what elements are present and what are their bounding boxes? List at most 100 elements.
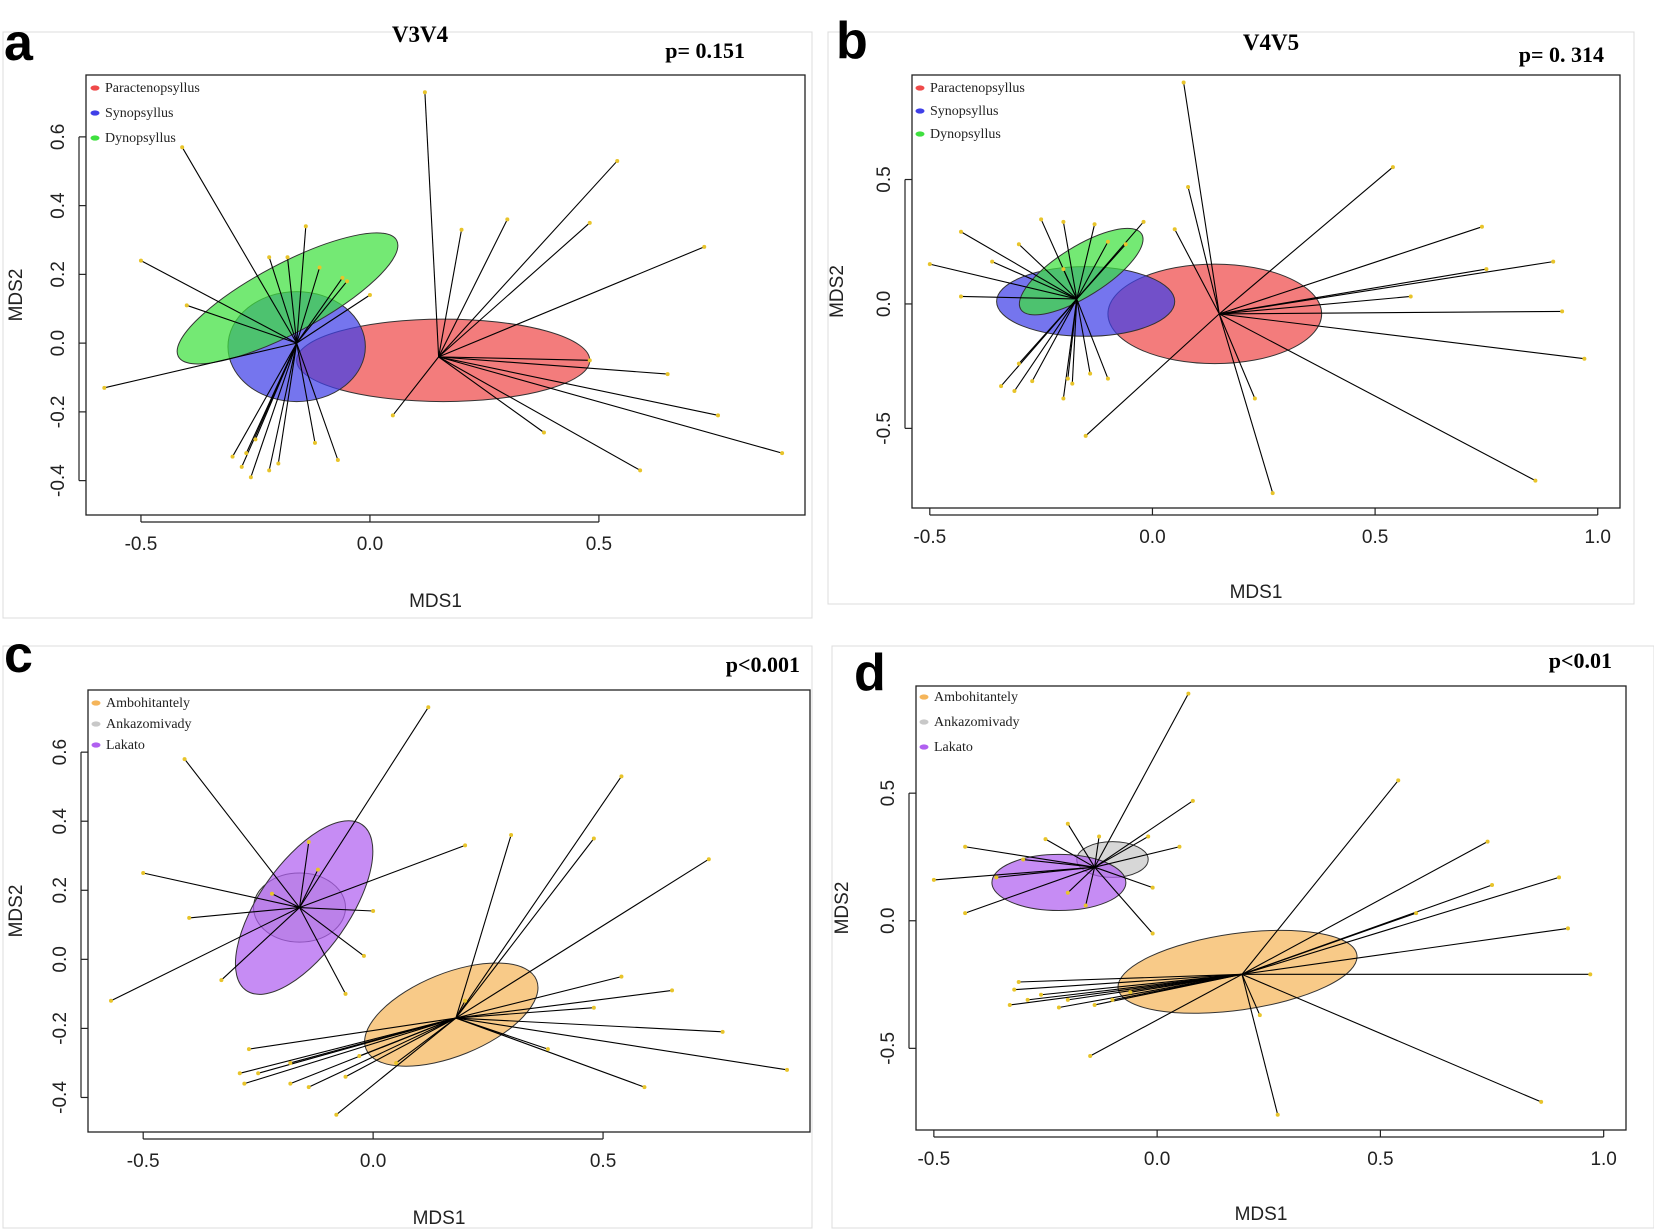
data-point [706, 857, 711, 862]
data-point [1061, 267, 1066, 272]
data-point [1065, 890, 1070, 895]
data-point [426, 705, 431, 710]
x-axis-label: MDS1 [1235, 1204, 1288, 1225]
spoke-line [296, 343, 316, 443]
data-point [1484, 267, 1489, 272]
data-point [463, 998, 468, 1003]
legend: Ambohitantely Ankazomivady Lakato [919, 690, 1020, 755]
spoke-line [1076, 224, 1096, 300]
spoke-line [455, 1017, 549, 1050]
panel-letter: b [836, 12, 868, 70]
spoke-line [268, 257, 298, 344]
p-value: p= 0. 314 [1519, 42, 1604, 67]
spoke-line [271, 893, 300, 909]
y-axis-label: MDS2 [832, 882, 853, 935]
p-value: p<0.01 [1549, 648, 1612, 673]
legend: Paractenopsyllus Synopsyllus Dynopsyllus [90, 81, 200, 146]
spoke-line [455, 1017, 788, 1071]
spoke-line [296, 226, 307, 344]
spoke-line [929, 263, 1077, 300]
spoke-line [1040, 973, 1243, 996]
y-axis: -0.5 0.0 0.5 MDS2 [832, 780, 916, 1065]
spoke-line [1062, 221, 1078, 300]
x-tick-label: -0.5 [917, 1149, 950, 1170]
legend-label: Ankazomivady [106, 717, 192, 732]
spoke-line [455, 858, 710, 1019]
spoke-line [1219, 310, 1563, 315]
data-point [219, 978, 224, 983]
plot-frame [85, 74, 806, 516]
spoke-line [438, 356, 719, 416]
spoke-line [1067, 823, 1096, 868]
spoke-line [254, 342, 298, 440]
data-point [1039, 217, 1044, 222]
spoke-line [438, 356, 545, 433]
spoke-line [1018, 973, 1242, 983]
data-point [1083, 433, 1088, 438]
spoke-line [1218, 313, 1274, 494]
data-point [963, 911, 968, 916]
spoke-line [996, 866, 1095, 878]
spoke-line [1241, 912, 1417, 975]
data-point [1582, 356, 1587, 361]
data-point [615, 158, 620, 163]
data-point [999, 384, 1004, 389]
spoke-line [239, 1017, 457, 1074]
data-point [1025, 997, 1030, 1002]
spoke-line [455, 838, 595, 1019]
spoke-line [960, 295, 1077, 300]
y-axis: -0.4 -0.2 0.0 0.2 0.4 0.6 MDS2 [6, 124, 86, 497]
data-point [785, 1067, 790, 1072]
chart-title: V3V4 [392, 22, 449, 47]
x-tick-label: 0.0 [1144, 1149, 1170, 1170]
data-point [361, 953, 366, 958]
data-point [1083, 903, 1088, 908]
data-point [1039, 992, 1044, 997]
x-axis-label: MDS1 [409, 591, 462, 612]
data-point [242, 1081, 247, 1086]
legend-label: Dynopsyllus [930, 127, 1001, 142]
y-tick-label: 0.0 [878, 908, 899, 934]
data-point [334, 1112, 339, 1117]
x-tick-label: -0.5 [913, 527, 946, 548]
spoke-line [268, 343, 298, 471]
spoke-line [1241, 974, 1279, 1115]
x-axis-label: MDS1 [413, 1208, 466, 1229]
data-point [958, 294, 963, 299]
data-point [505, 217, 510, 222]
spoke-line [248, 1017, 456, 1050]
data-point [312, 440, 317, 445]
spoke-line [438, 222, 591, 358]
spoke-line [186, 304, 297, 344]
y-tick-label: 0.4 [48, 192, 69, 219]
spoke-line [438, 356, 668, 375]
data-point [1150, 885, 1155, 890]
panel-border [831, 645, 1654, 1229]
legend-label: Dynopsyllus [105, 131, 176, 146]
spoke-line [455, 834, 512, 1019]
spoke-line [1218, 166, 1394, 315]
y-tick-label: -0.2 [50, 1012, 71, 1045]
spoke-line [960, 231, 1078, 300]
spoke-line [1094, 693, 1189, 868]
x-tick-label: 0.5 [1367, 1149, 1393, 1170]
data-point [138, 258, 143, 263]
spoke-line [335, 1017, 457, 1116]
data-point [246, 1047, 251, 1052]
spoke-line [308, 1017, 457, 1088]
spoke-line [250, 342, 298, 478]
spoke-line [1076, 221, 1144, 300]
data-point [670, 988, 675, 993]
spoke-line [1218, 313, 1536, 482]
spoke-line [1183, 82, 1220, 314]
panel-border [2, 645, 813, 1229]
data-point [587, 220, 592, 225]
data-point [1110, 997, 1115, 1002]
data-point [1065, 997, 1070, 1002]
spokes [104, 92, 783, 478]
spoke-line [299, 907, 347, 995]
spoke-line [392, 356, 440, 416]
spoke-line [1241, 841, 1488, 975]
spoke-line [1014, 973, 1243, 991]
